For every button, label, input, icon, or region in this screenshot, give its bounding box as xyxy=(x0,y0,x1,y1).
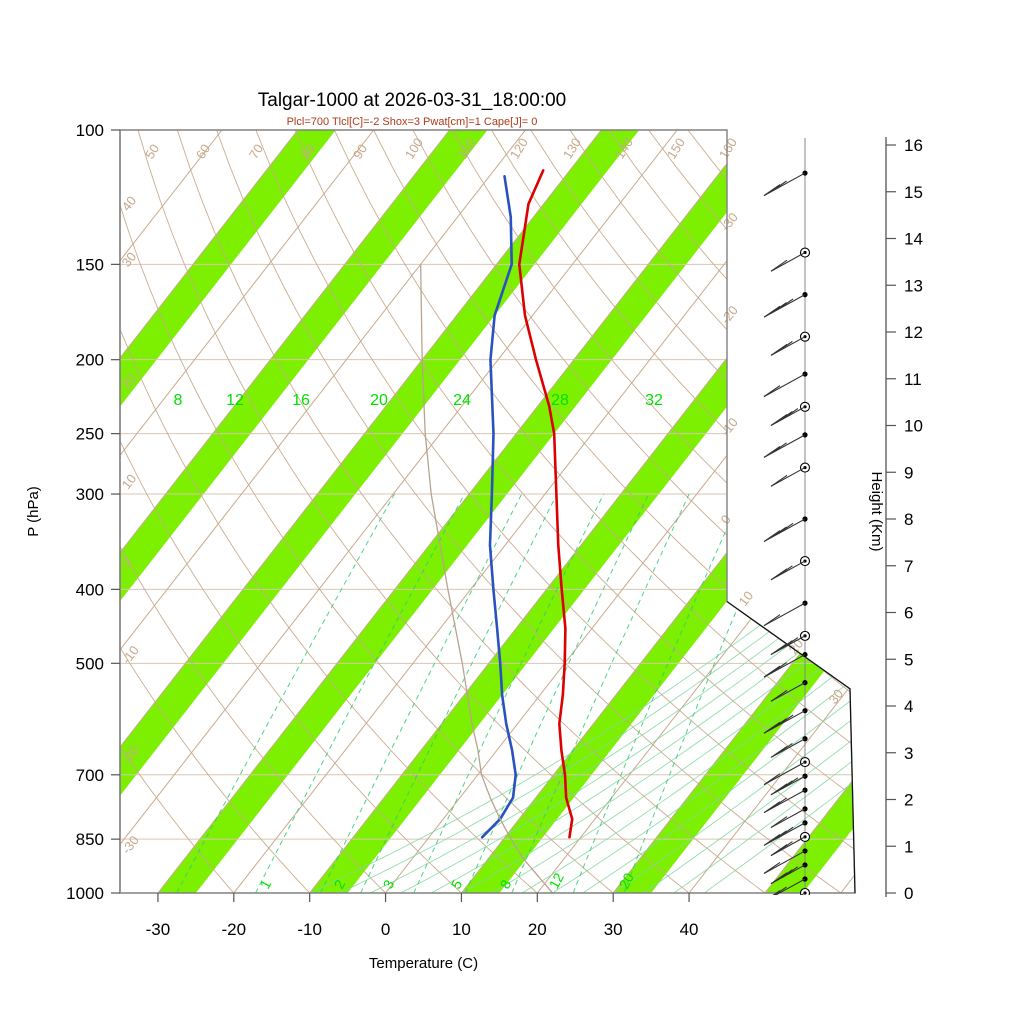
height-tick-label: 1 xyxy=(904,837,913,856)
mixing-ratio-label: 12 xyxy=(546,870,568,891)
pressure-tick-label: 700 xyxy=(76,766,104,785)
pressure-tick-label: 500 xyxy=(76,654,104,673)
height-tick-label: 14 xyxy=(904,230,923,249)
height-axis-title: Height (Km) xyxy=(868,471,885,551)
x-tick-label: 30 xyxy=(604,920,623,939)
x-tick-label: 10 xyxy=(452,920,471,939)
height-tick-label: 9 xyxy=(904,463,913,482)
height-tick-label: 4 xyxy=(904,697,913,716)
height-tick-label: 7 xyxy=(904,557,913,576)
pressure-tick-label: 850 xyxy=(76,830,104,849)
height-tick-label: 0 xyxy=(904,884,913,903)
wind-speed-label: 24 xyxy=(453,392,471,409)
dry-adiabat-label: 80 xyxy=(298,141,318,161)
page-title: Talgar-1000 at 2026-03-31_18:00:00 xyxy=(258,90,566,111)
height-tick-label: 12 xyxy=(904,323,923,342)
dry-adiabat-label: 50 xyxy=(142,141,162,161)
pressure-tick-label: 200 xyxy=(76,351,104,370)
x-axis-title: Temperature (C) xyxy=(369,955,478,972)
x-tick-label: -20 xyxy=(222,920,247,939)
dry-adiabat-label: 60 xyxy=(193,141,213,161)
indices-subtitle: Plcl=700 Tlcl[C]=-2 Shox=3 Pwat[cm]=1 Ca… xyxy=(287,116,538,128)
y-axis-pressure: 100 150 200 250 300 400 500 700 850 1000 P (hPa) xyxy=(25,121,121,903)
wind-speed-label: 8 xyxy=(174,392,183,409)
sounding-profiles xyxy=(420,169,574,893)
profile-temperature xyxy=(517,169,574,839)
mixing-ratio-lines xyxy=(176,493,787,893)
wind-barb-panel xyxy=(763,138,811,895)
pressure-tick-label: 1000 xyxy=(66,884,104,903)
pressure-tick-label: 300 xyxy=(76,485,104,504)
moist-adiabat-lines xyxy=(309,130,855,893)
height-tick-label: 6 xyxy=(904,604,913,623)
height-tick-label: 10 xyxy=(904,417,923,436)
pressure-tick-label: 150 xyxy=(76,255,104,274)
x-tick-label: -30 xyxy=(146,920,171,939)
profile-dewpoint xyxy=(480,175,517,839)
mixing-ratio-label: 20 xyxy=(616,870,638,891)
height-tick-label: 16 xyxy=(904,136,923,155)
height-tick-label: 13 xyxy=(904,276,923,295)
height-tick-label: 3 xyxy=(904,744,913,763)
pressure-tick-label: 100 xyxy=(76,121,104,140)
y-axis-title: P (hPa) xyxy=(25,486,42,537)
dry-adiabat-label: 70 xyxy=(246,141,266,161)
wind-speed-label: 16 xyxy=(292,392,310,409)
height-tick-label: 2 xyxy=(904,791,913,810)
dry-adiabat-label: 90 xyxy=(350,141,370,161)
height-tick-label: 8 xyxy=(904,510,913,529)
x-axis: -30 -20 -10 0 10 20 30 40 Temperature (C) xyxy=(146,893,699,972)
x-tick-label: -10 xyxy=(297,920,322,939)
height-tick-label: 15 xyxy=(904,183,923,202)
wind-speed-label: 12 xyxy=(226,392,244,409)
x-tick-label: 40 xyxy=(680,920,699,939)
pressure-tick-label: 250 xyxy=(76,425,104,444)
pressure-tick-label: 400 xyxy=(76,580,104,599)
wind-speed-label: 28 xyxy=(551,392,569,409)
x-tick-label: 0 xyxy=(381,920,390,939)
x-tick-label: 20 xyxy=(528,920,547,939)
wind-speed-label: 20 xyxy=(370,392,388,409)
height-tick-label: 5 xyxy=(904,650,913,669)
wind-speed-label: 32 xyxy=(645,392,663,409)
profile-parcel xyxy=(420,263,554,893)
height-tick-label: 11 xyxy=(904,370,922,389)
